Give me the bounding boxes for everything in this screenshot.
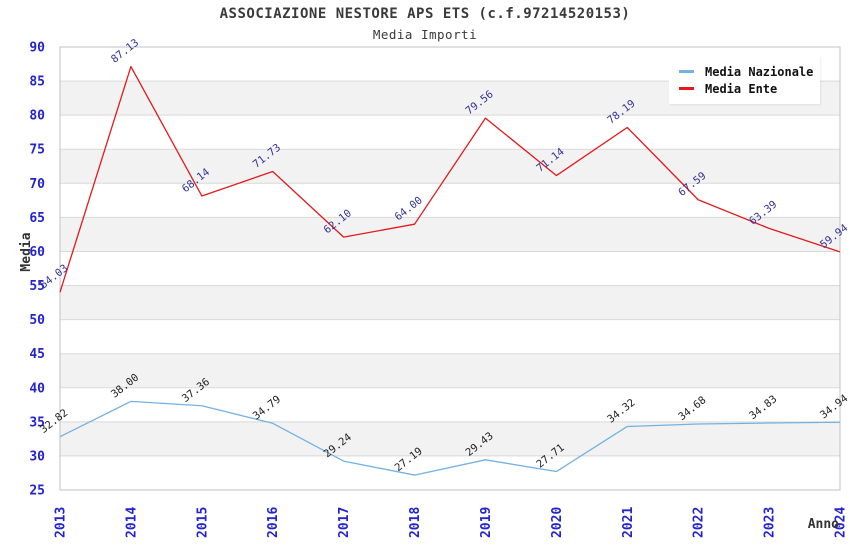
point-label: 34.83 xyxy=(747,393,779,422)
x-tick-label: 2013 xyxy=(54,507,69,538)
x-tick-label: 2020 xyxy=(550,507,565,538)
series-line-1 xyxy=(59,65,841,293)
y-tick-label: 45 xyxy=(29,347,45,362)
y-tick-label: 80 xyxy=(29,109,45,124)
legend-label-media-nazionale: Media Nazionale xyxy=(705,64,814,79)
plot-band xyxy=(60,421,840,456)
y-tick-label: 70 xyxy=(29,177,45,192)
x-axis-title: Anno xyxy=(808,517,839,532)
x-tick-label: 2023 xyxy=(763,507,778,538)
legend-item-media-nazionale: Media Nazionale xyxy=(679,63,820,80)
x-tick-label: 2019 xyxy=(479,507,494,538)
y-tick-label: 55 xyxy=(29,279,45,294)
plot-band xyxy=(60,217,840,252)
y-tick-label: 25 xyxy=(29,484,45,499)
y-tick-label: 40 xyxy=(29,381,45,396)
y-tick-label: 60 xyxy=(29,245,45,260)
plot-band xyxy=(60,149,840,184)
legend-label-media-ente: Media Ente xyxy=(705,81,778,96)
x-tick-label: 2016 xyxy=(266,507,281,538)
x-tick-label: 2014 xyxy=(124,507,139,538)
legend: Media Nazionale Media Ente xyxy=(669,56,820,104)
point-label: 34.79 xyxy=(251,393,283,422)
series-line-0 xyxy=(59,400,841,476)
plot-border xyxy=(59,46,841,491)
y-tick-label: 35 xyxy=(29,415,45,430)
point-label: 34.94 xyxy=(818,392,850,421)
legend-swatch-media-nazionale xyxy=(679,70,694,73)
y-tick-label: 85 xyxy=(29,75,45,90)
x-tick-label: 2015 xyxy=(195,507,210,538)
y-tick-label: 50 xyxy=(29,313,45,328)
plot-band xyxy=(60,285,840,320)
y-tick-label: 90 xyxy=(29,41,45,56)
y-tick-label: 65 xyxy=(29,211,45,226)
x-tick-label: 2018 xyxy=(408,507,423,538)
x-tick-label: 2017 xyxy=(337,507,352,538)
chart-title: ASSOCIAZIONE NESTORE APS ETS (c.f.972145… xyxy=(219,6,631,22)
x-tick-label: 2024 xyxy=(834,507,849,538)
legend-item-media-ente: Media Ente xyxy=(679,80,820,97)
point-label: 34.68 xyxy=(676,394,708,423)
x-tick-label: 2021 xyxy=(621,507,636,538)
x-tick-label: 2022 xyxy=(692,507,707,538)
y-tick-label: 30 xyxy=(29,449,45,464)
chart-subtitle: Media Importi xyxy=(372,27,478,42)
y-tick-label: 75 xyxy=(29,143,45,158)
point-label: 34.32 xyxy=(605,397,637,426)
legend-swatch-media-ente xyxy=(679,87,694,90)
plot-band xyxy=(60,353,840,388)
y-axis-title: Media xyxy=(19,232,34,271)
